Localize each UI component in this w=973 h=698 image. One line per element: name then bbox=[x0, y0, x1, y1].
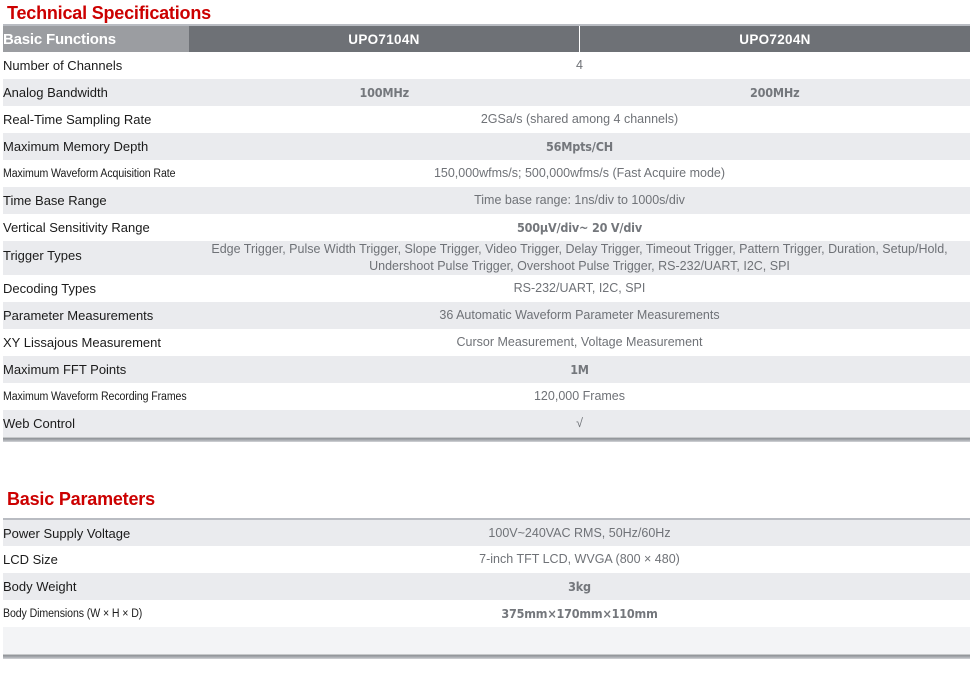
row-value-analog-bandwidth-upo7204n: 200MHz bbox=[579, 79, 970, 106]
row-label-body-dimensions: Body Dimensions (W × H × D) bbox=[3, 600, 175, 627]
row-value-maximum-memory-depth: 56Mpts/CH bbox=[189, 133, 970, 160]
row-value-maximum-waveform-recording-frames: 120,000 Frames bbox=[189, 383, 970, 410]
row-label-vertical-sensitivity-range: Vertical Sensitivity Range bbox=[3, 214, 189, 241]
row-label-web-control: Web Control bbox=[3, 410, 189, 437]
section-title-technical-specifications: Technical Specifications bbox=[7, 3, 211, 23]
table-row: Web Control √ bbox=[3, 410, 970, 437]
row-label-parameter-measurements: Parameter Measurements bbox=[3, 302, 189, 329]
row-value-body-dimensions: 375mm×170mm×110mm bbox=[189, 600, 970, 627]
row-label-maximum-fft-points: Maximum FFT Points bbox=[3, 356, 189, 383]
table-row: Maximum Waveform Acquisition Rate 150,00… bbox=[3, 160, 970, 187]
technical-specifications-table-body: Basic Functions UPO7104N UPO7204N Number… bbox=[3, 25, 970, 437]
row-value-vertical-sensitivity-range: 500µV/div~ 20 V/div bbox=[189, 214, 970, 241]
table-row: XY Lissajous Measurement Cursor Measurem… bbox=[3, 329, 970, 356]
table-row: Real-Time Sampling Rate 2GSa/s (shared a… bbox=[3, 106, 970, 133]
table-row: Analog Bandwidth 100MHz 200MHz bbox=[3, 79, 970, 106]
row-value-power-supply-voltage: 100V~240VAC RMS, 50Hz/60Hz bbox=[189, 519, 970, 546]
table-row: Maximum Memory Depth 56Mpts/CH bbox=[3, 133, 970, 160]
section-spacer bbox=[0, 442, 973, 474]
row-value-trigger-types: Edge Trigger, Pulse Width Trigger, Slope… bbox=[189, 241, 970, 275]
technical-specifications-table-bottom-bar bbox=[3, 437, 970, 442]
basic-parameters-table: Power Supply Voltage 100V~240VAC RMS, 50… bbox=[3, 518, 970, 654]
table-row: Maximum FFT Points 1M bbox=[3, 356, 970, 383]
table-row: Decoding Types RS-232/UART, I2C, SPI bbox=[3, 275, 970, 302]
row-label-maximum-waveform-recording-frames: Maximum Waveform Recording Frames bbox=[3, 383, 187, 410]
row-label-power-supply-voltage: Power Supply Voltage bbox=[3, 519, 189, 546]
table-row: Maximum Waveform Recording Frames 120,00… bbox=[3, 383, 970, 410]
table-header-model-upo7204n: UPO7204N bbox=[579, 25, 970, 52]
row-label-xy-lissajous-measurement: XY Lissajous Measurement bbox=[3, 329, 189, 356]
row-label-number-of-channels: Number of Channels bbox=[3, 52, 189, 79]
row-label-trigger-types: Trigger Types bbox=[3, 241, 189, 275]
table-row: Number of Channels 4 bbox=[3, 52, 970, 79]
row-label-real-time-sampling-rate: Real-Time Sampling Rate bbox=[3, 106, 189, 133]
table-row-empty bbox=[3, 627, 970, 654]
row-value-analog-bandwidth-upo7104n: 100MHz bbox=[189, 79, 580, 106]
table-row: Parameter Measurements 36 Automatic Wave… bbox=[3, 302, 970, 329]
table-header-row: Basic Functions UPO7104N UPO7204N bbox=[3, 25, 970, 52]
table-row: Time Base Range Time base range: 1ns/div… bbox=[3, 187, 970, 214]
table-row: Trigger Types Edge Trigger, Pulse Width … bbox=[3, 241, 970, 275]
row-value-body-weight: 3kg bbox=[189, 573, 970, 600]
row-value-time-base-range: Time base range: 1ns/div to 1000s/div bbox=[189, 187, 970, 214]
empty-cell-value bbox=[189, 627, 970, 654]
technical-specifications-table: Basic Functions UPO7104N UPO7204N Number… bbox=[3, 24, 970, 437]
table-row: Power Supply Voltage 100V~240VAC RMS, 50… bbox=[3, 519, 970, 546]
row-value-decoding-types: RS-232/UART, I2C, SPI bbox=[189, 275, 970, 302]
row-value-xy-lissajous-measurement: Cursor Measurement, Voltage Measurement bbox=[189, 329, 970, 356]
basic-parameters-table-bottom-bar bbox=[3, 654, 970, 659]
table-row: LCD Size 7-inch TFT LCD, WVGA (800 × 480… bbox=[3, 546, 970, 573]
row-value-number-of-channels: 4 bbox=[189, 52, 970, 79]
row-value-web-control: √ bbox=[189, 410, 970, 437]
basic-parameters-table-body: Power Supply Voltage 100V~240VAC RMS, 50… bbox=[3, 519, 970, 654]
table-header-basic-functions: Basic Functions bbox=[3, 25, 189, 52]
row-label-lcd-size: LCD Size bbox=[3, 546, 189, 573]
row-label-decoding-types: Decoding Types bbox=[3, 275, 189, 302]
table-header-model-upo7104n: UPO7104N bbox=[189, 25, 580, 52]
empty-cell-label bbox=[3, 627, 189, 654]
table-row: Vertical Sensitivity Range 500µV/div~ 20… bbox=[3, 214, 970, 241]
row-value-real-time-sampling-rate: 2GSa/s (shared among 4 channels) bbox=[189, 106, 970, 133]
section-title-basic-parameters: Basic Parameters bbox=[7, 489, 155, 509]
row-value-lcd-size: 7-inch TFT LCD, WVGA (800 × 480) bbox=[189, 546, 970, 573]
table-row: Body Dimensions (W × H × D) 375mm×170mm×… bbox=[3, 600, 970, 627]
row-label-analog-bandwidth: Analog Bandwidth bbox=[3, 79, 189, 106]
row-label-time-base-range: Time Base Range bbox=[3, 187, 189, 214]
row-value-parameter-measurements: 36 Automatic Waveform Parameter Measurem… bbox=[189, 302, 970, 329]
row-label-body-weight: Body Weight bbox=[3, 573, 189, 600]
row-label-maximum-memory-depth: Maximum Memory Depth bbox=[3, 133, 189, 160]
row-value-maximum-fft-points: 1M bbox=[189, 356, 970, 383]
technical-specifications-heading-block: Technical Specifications bbox=[0, 0, 973, 24]
basic-parameters-heading-block: Basic Parameters bbox=[0, 474, 973, 510]
row-value-maximum-waveform-acquisition-rate: 150,000wfms/s; 500,000wfms/s (Fast Acqui… bbox=[189, 160, 970, 187]
table-row: Body Weight 3kg bbox=[3, 573, 970, 600]
row-label-maximum-waveform-acquisition-rate: Maximum Waveform Acquisition Rate bbox=[3, 160, 175, 187]
